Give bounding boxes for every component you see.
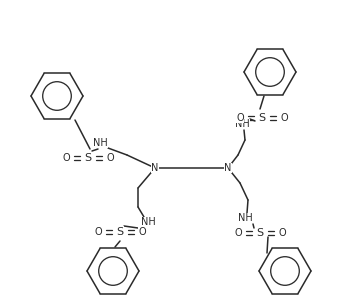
- Text: O: O: [94, 227, 102, 237]
- Text: N: N: [224, 163, 232, 173]
- Text: O: O: [106, 153, 114, 163]
- Text: NH: NH: [238, 213, 252, 223]
- Text: NH: NH: [141, 217, 155, 227]
- Text: O: O: [234, 228, 242, 238]
- Text: S: S: [256, 228, 263, 238]
- Text: O: O: [280, 113, 288, 123]
- Text: NH: NH: [235, 119, 250, 129]
- Text: N: N: [151, 163, 159, 173]
- Text: S: S: [85, 153, 92, 163]
- Text: O: O: [138, 227, 146, 237]
- Text: O: O: [236, 113, 244, 123]
- Text: O: O: [62, 153, 70, 163]
- Text: O: O: [278, 228, 286, 238]
- Text: NH: NH: [93, 138, 108, 148]
- Text: S: S: [259, 113, 266, 123]
- Text: S: S: [117, 227, 124, 237]
